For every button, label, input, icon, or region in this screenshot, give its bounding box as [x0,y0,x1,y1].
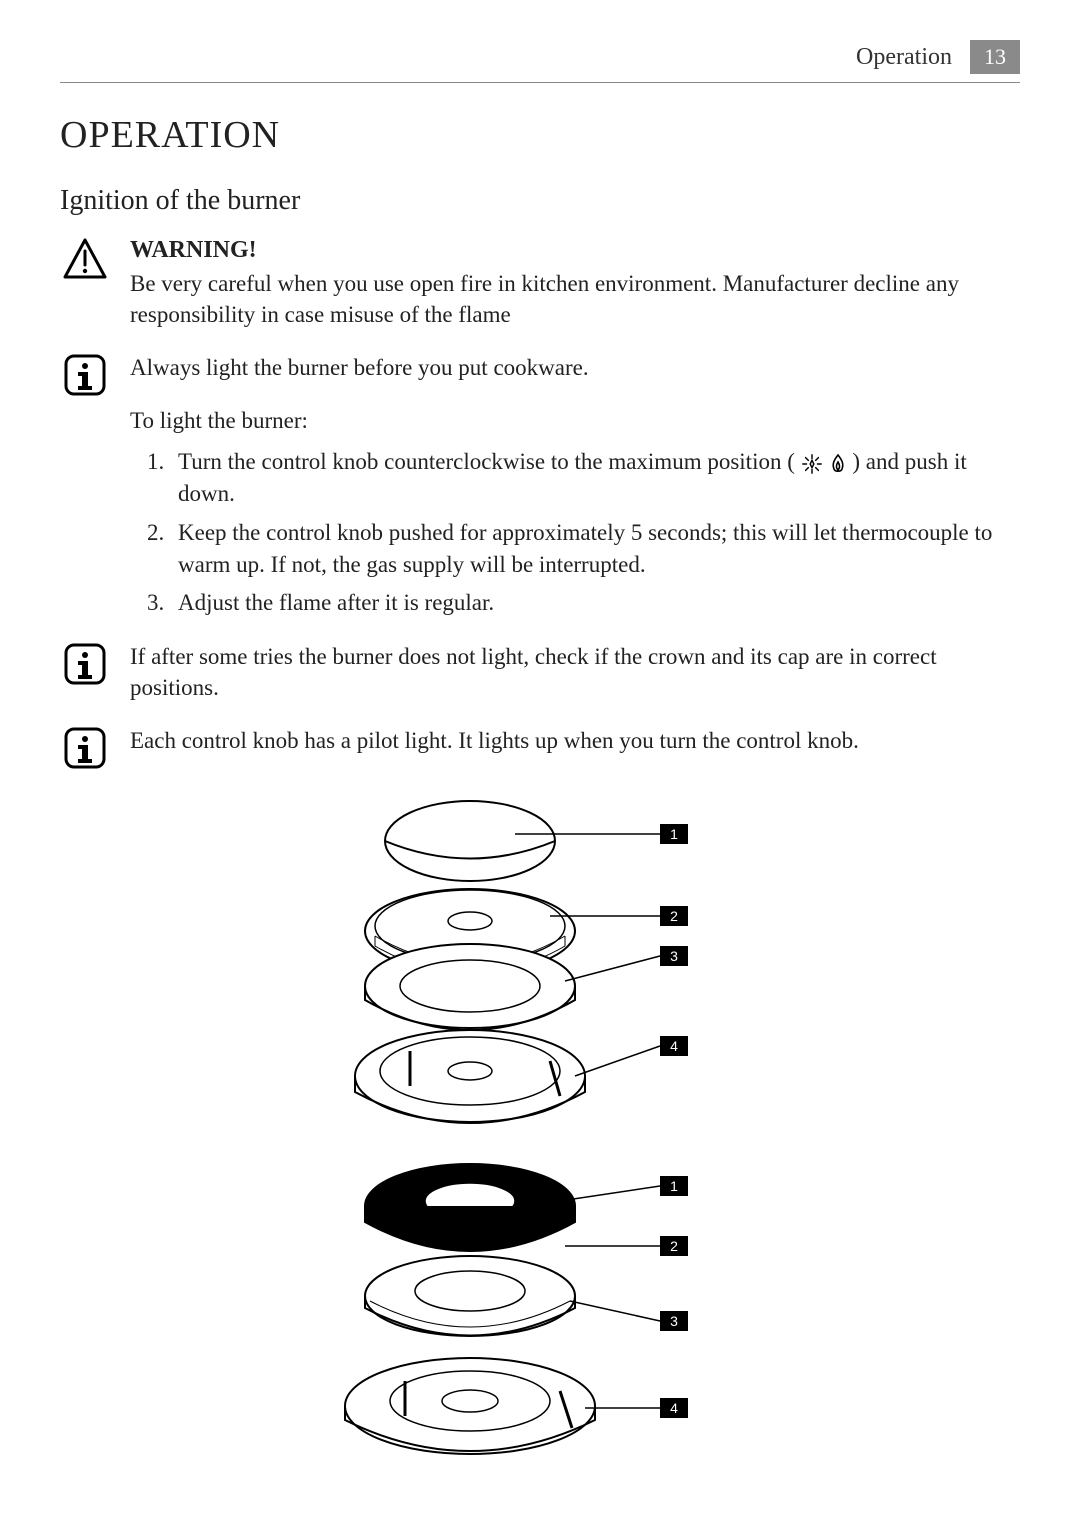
svg-text:1: 1 [670,826,678,842]
step-3: Adjust the flame after it is regular. [170,587,1020,619]
info-block-2: If after some tries the burner does not … [130,641,1020,703]
steps-intro: To light the burner: [130,405,1020,436]
svg-text:4: 4 [670,1038,678,1054]
svg-text:2: 2 [670,908,678,924]
svg-text:1: 1 [670,1178,678,1194]
page-number: 13 [970,40,1020,74]
info-block-1: Always light the burner before you put c… [130,352,1020,383]
svg-text:4: 4 [670,1400,678,1416]
info-block-3: Each control knob has a pilot light. It … [130,725,1020,756]
callout-2-top: 2 [660,906,688,926]
info-icon [60,725,110,775]
step-2: Keep the control knob pushed for approxi… [170,517,1020,581]
callout-1-top: 1 [660,824,688,844]
steps-list: Turn the control knob counterclockwise t… [130,446,1020,619]
svg-text:3: 3 [670,1313,678,1329]
info-icon [60,641,110,691]
info-text-3: Each control knob has a pilot light. It … [130,725,1020,756]
burner-diagram: 1 2 3 4 [60,786,1020,1486]
warning-text: Be very careful when you use open fire i… [130,268,1020,330]
svg-text:3: 3 [670,948,678,964]
warning-icon [60,237,110,287]
callout-4-top: 4 [660,1036,688,1056]
steps-block: To light the burner: Turn the control kn… [130,405,1020,619]
header-section-label: Operation [856,44,952,71]
spark-flame-icons [801,453,847,475]
page-title: OPERATION [60,113,1020,157]
warning-block: WARNING! Be very careful when you use op… [130,237,1020,330]
page-header: Operation 13 [60,40,1020,83]
warning-title: WARNING! [130,237,1020,264]
section-heading: Ignition of the burner [60,185,1020,217]
step-1: Turn the control knob counterclockwise t… [170,446,1020,510]
svg-text:2: 2 [670,1238,678,1254]
info-icon [60,352,110,402]
callout-3-top: 3 [660,946,688,966]
info-text-1: Always light the burner before you put c… [130,352,1020,383]
info-text-2: If after some tries the burner does not … [130,641,1020,703]
